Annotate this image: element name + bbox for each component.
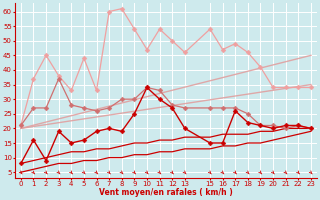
X-axis label: Vent moyen/en rafales ( km/h ): Vent moyen/en rafales ( km/h ) bbox=[99, 188, 233, 197]
